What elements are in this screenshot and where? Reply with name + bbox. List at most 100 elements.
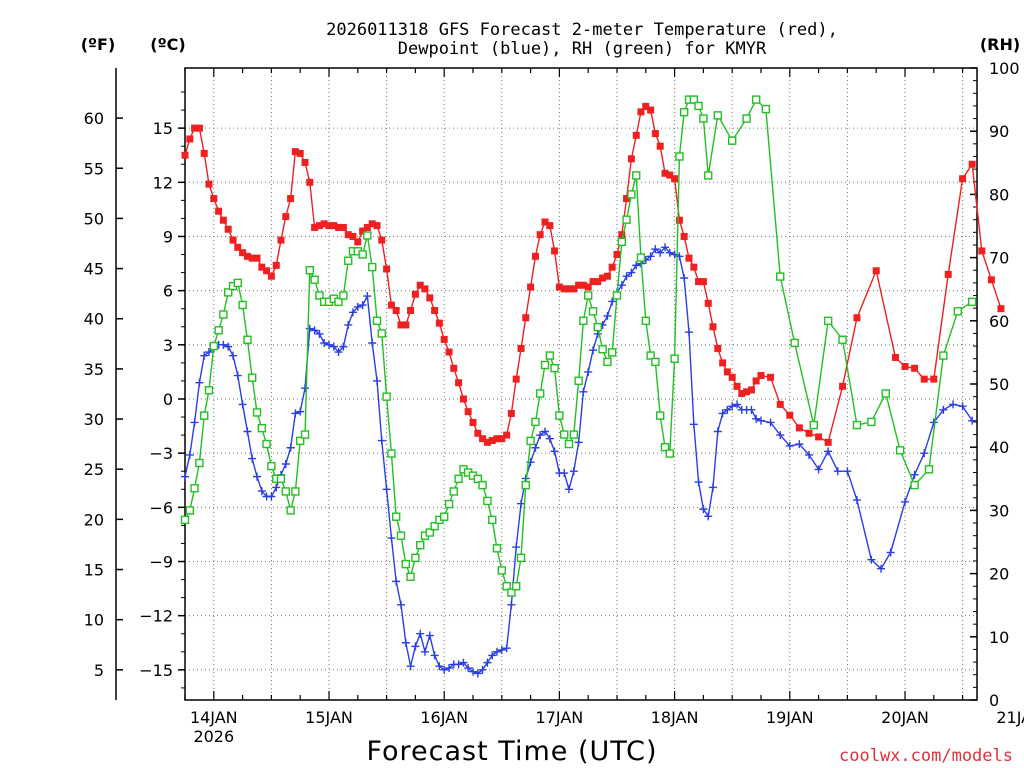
rh-point bbox=[704, 171, 713, 180]
rh-point bbox=[267, 461, 276, 471]
dewpoint-point bbox=[286, 443, 295, 452]
rh-point bbox=[488, 515, 497, 525]
dewpoint-point bbox=[185, 450, 194, 459]
dewpoint-point bbox=[728, 402, 737, 411]
dewpoint-point bbox=[574, 438, 583, 447]
dewpoint-point bbox=[685, 328, 693, 337]
temperature-point bbox=[685, 254, 693, 262]
dewpoint-point bbox=[339, 342, 348, 351]
dewpoint-point bbox=[579, 387, 588, 396]
rh-axis-unit: (RH) bbox=[980, 35, 1020, 54]
x-tick-label: 18JAN bbox=[651, 708, 699, 727]
dewpoint-point bbox=[689, 420, 698, 429]
rh-point bbox=[363, 231, 372, 240]
temperature-point bbox=[421, 285, 429, 293]
dewpoint-point bbox=[469, 667, 477, 676]
rh-point bbox=[449, 487, 458, 496]
rh-tick-label: 90 bbox=[989, 122, 1009, 141]
temperature-point bbox=[296, 149, 304, 157]
temperature-point bbox=[311, 223, 319, 231]
temperature-point bbox=[709, 323, 717, 331]
dewpoint-point bbox=[627, 268, 636, 277]
rh-point bbox=[867, 417, 876, 427]
temperature-point bbox=[536, 231, 544, 239]
dewpoint-point bbox=[886, 548, 895, 557]
rh-point bbox=[531, 417, 540, 427]
rh-point bbox=[689, 95, 699, 104]
temperature-point bbox=[632, 131, 640, 139]
temperature-point bbox=[469, 418, 477, 426]
temperature-point bbox=[551, 247, 559, 255]
dewpoint-point bbox=[814, 465, 823, 474]
temperature-point bbox=[253, 254, 261, 262]
rh-point bbox=[617, 237, 627, 247]
dewpoint-point bbox=[229, 351, 238, 360]
dewpoint-point bbox=[512, 543, 521, 552]
dewpoint-point bbox=[531, 443, 540, 452]
temperature-point bbox=[493, 435, 501, 443]
dewpoint-point bbox=[397, 600, 405, 609]
temperature-point bbox=[498, 435, 506, 443]
rh-point bbox=[387, 449, 396, 458]
x-tick-label: 20JAN bbox=[881, 708, 929, 727]
dewpoint-point bbox=[464, 664, 473, 673]
rh-point bbox=[924, 465, 934, 474]
rh-point bbox=[584, 291, 593, 300]
temperature-point bbox=[608, 263, 616, 271]
dewpoint-point bbox=[867, 555, 876, 564]
rh-point bbox=[334, 297, 343, 307]
temperature-point bbox=[282, 213, 290, 221]
rh-point bbox=[507, 588, 516, 597]
temperature-point bbox=[786, 411, 794, 419]
rh-point bbox=[430, 522, 439, 531]
temperature-point bbox=[637, 108, 645, 116]
temperature-point bbox=[752, 377, 760, 385]
celsius-tick-label: −15 bbox=[139, 661, 173, 680]
dewpoint-point bbox=[348, 308, 357, 317]
rh-point bbox=[440, 512, 449, 521]
dewpoint-point bbox=[478, 665, 487, 674]
dewpoint-point bbox=[382, 485, 391, 494]
temperature-point bbox=[522, 314, 530, 322]
rh-point bbox=[569, 430, 578, 439]
temperature-point bbox=[613, 251, 621, 259]
temperature-point bbox=[675, 216, 683, 224]
fahrenheit-tick-label: 35 bbox=[84, 360, 104, 379]
dewpoint-point bbox=[713, 427, 722, 436]
dewpoint-point bbox=[358, 301, 367, 310]
rh-point bbox=[257, 424, 267, 433]
dewpoint-point bbox=[646, 252, 655, 261]
temperature-point bbox=[719, 359, 727, 367]
rh-point bbox=[636, 253, 646, 262]
dewpoint-point bbox=[420, 647, 429, 656]
dewpoint-point bbox=[406, 662, 415, 671]
fahrenheit-tick-label: 20 bbox=[84, 510, 104, 529]
rh-point bbox=[694, 101, 703, 111]
dewpoint-line bbox=[184, 246, 973, 675]
rh-point bbox=[838, 335, 847, 344]
dewpoint-point bbox=[392, 577, 401, 586]
dewpoint-point bbox=[368, 339, 377, 348]
dewpoint-point bbox=[910, 470, 919, 479]
dewpoint-point bbox=[373, 376, 382, 385]
dewpoint-point bbox=[411, 642, 420, 651]
dewpoint-point bbox=[320, 339, 329, 348]
rh-point bbox=[953, 307, 962, 316]
dewpoint-point bbox=[699, 505, 708, 514]
dewpoint-point bbox=[843, 467, 852, 476]
rh-point bbox=[238, 300, 247, 310]
rh-tick-label: 70 bbox=[989, 249, 1009, 268]
rh-point bbox=[670, 354, 679, 363]
temperature-point bbox=[378, 236, 386, 244]
temperature-point bbox=[627, 155, 635, 163]
rh-point bbox=[180, 515, 190, 525]
temperature-point bbox=[733, 382, 741, 390]
dewpoint-point bbox=[243, 427, 252, 436]
temperature-point bbox=[229, 236, 237, 244]
dewpoint-point bbox=[440, 665, 449, 674]
temperature-point bbox=[363, 223, 371, 231]
rh-point bbox=[358, 250, 367, 259]
dewpoint-point bbox=[310, 326, 319, 335]
rh-point bbox=[339, 291, 348, 300]
rh-tick-label: 100 bbox=[989, 59, 1020, 78]
